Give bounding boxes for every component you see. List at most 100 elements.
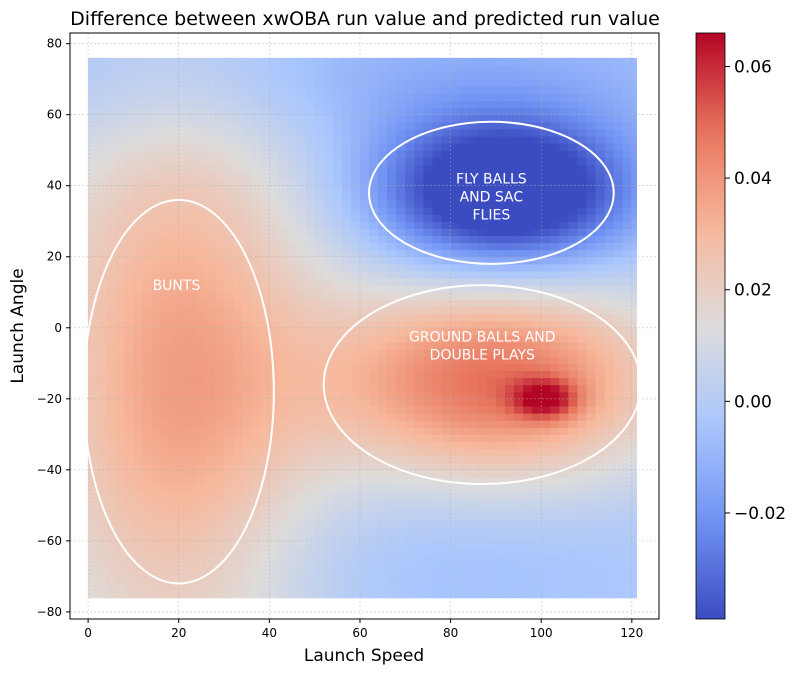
heatmap-cell	[613, 540, 624, 549]
heatmap-cell	[124, 278, 135, 286]
heatmap-cell	[251, 100, 261, 109]
heatmap-cell	[97, 135, 107, 144]
heatmap-cell	[214, 64, 225, 73]
heatmap-cell	[387, 498, 397, 506]
heatmap-cell	[269, 555, 280, 563]
heatmap-cell	[523, 455, 533, 464]
heatmap-cell	[414, 263, 424, 272]
heatmap-cell	[106, 235, 116, 244]
heatmap-cell	[106, 484, 116, 492]
heatmap-cell	[459, 199, 470, 208]
heatmap-cell	[133, 278, 144, 286]
heatmap-cell	[178, 519, 189, 528]
heatmap-cell	[432, 334, 443, 343]
heatmap-cell	[323, 107, 334, 116]
heatmap-cell	[504, 327, 515, 336]
heatmap-cell	[287, 569, 298, 577]
heatmap-cell	[504, 228, 515, 237]
heatmap-cell	[323, 192, 334, 201]
heatmap-cell	[523, 249, 533, 258]
heatmap-cell	[568, 150, 579, 158]
heatmap-cell	[260, 413, 270, 421]
heatmap-cell	[260, 555, 270, 563]
heatmap-cell	[314, 278, 325, 286]
heatmap-cell	[341, 249, 352, 258]
heatmap-cell	[97, 533, 107, 542]
heatmap-cell	[115, 398, 125, 407]
heatmap-cell	[523, 484, 533, 492]
heatmap-cell	[178, 157, 189, 165]
heatmap-cell	[523, 72, 533, 80]
heatmap-cell	[115, 57, 125, 66]
heatmap-cell	[332, 341, 343, 350]
heatmap-cell	[115, 476, 125, 485]
heatmap-cell	[568, 519, 579, 528]
heatmap-cell	[350, 299, 361, 308]
heatmap-cell	[387, 413, 397, 421]
heatmap-cell	[142, 427, 153, 435]
heatmap-cell	[106, 555, 116, 563]
heatmap-cell	[142, 135, 153, 144]
heatmap-cell	[613, 441, 624, 450]
heatmap-cell	[495, 391, 506, 400]
plot-frame	[69, 32, 660, 620]
heatmap-cell	[504, 93, 515, 102]
heatmap-cell	[504, 413, 515, 421]
heatmap-cell	[88, 455, 98, 464]
heatmap-cell	[260, 590, 270, 599]
heatmap-cell	[459, 341, 470, 350]
heatmap-cell	[486, 107, 497, 116]
annotation-label: GROUND BALLS AND	[409, 330, 556, 346]
heatmap-cell	[577, 114, 588, 123]
heatmap-cell	[350, 590, 361, 599]
heatmap-cell	[369, 349, 379, 357]
heatmap-cell	[106, 526, 116, 535]
heatmap-cell	[233, 192, 243, 201]
heatmap-cell	[269, 143, 280, 151]
heatmap-cell	[468, 420, 479, 428]
annotation-ellipse	[322, 284, 642, 486]
heatmap-cell	[631, 100, 637, 109]
heatmap-cell	[613, 405, 624, 414]
heatmap-cell	[242, 476, 252, 485]
heatmap-cell	[613, 192, 624, 201]
heatmap-cell	[459, 285, 470, 293]
heatmap-cell	[133, 555, 144, 563]
heatmap-cell	[514, 242, 524, 251]
heatmap-cell	[296, 349, 307, 357]
heatmap-cell	[115, 370, 125, 379]
heatmap-cell	[568, 349, 579, 357]
heatmap-cell	[586, 469, 597, 478]
heatmap-cell	[242, 320, 252, 329]
heatmap-cell	[187, 221, 198, 229]
heatmap-cell	[477, 334, 488, 343]
heatmap-cell	[405, 505, 415, 514]
heatmap-cell	[97, 228, 107, 237]
heatmap-cell	[97, 214, 107, 222]
heatmap-cell	[214, 469, 225, 478]
heatmap-cell	[332, 292, 343, 300]
heatmap-cell	[604, 270, 615, 279]
heatmap-cell	[541, 164, 551, 173]
heatmap-cell	[233, 299, 243, 308]
heatmap-cell	[604, 349, 615, 357]
heatmap-cell	[532, 114, 542, 123]
heatmap-cell	[260, 562, 270, 570]
heatmap-cell	[332, 469, 343, 478]
heatmap-cell	[224, 349, 234, 357]
heatmap-cell	[568, 420, 579, 428]
heatmap-cell	[586, 107, 597, 116]
heatmap-cell	[115, 128, 125, 137]
heatmap-cell	[133, 192, 144, 201]
heatmap-cell	[532, 441, 542, 450]
heatmap-cell	[278, 377, 289, 386]
heatmap-cell	[387, 107, 397, 116]
heatmap-cell	[568, 405, 579, 414]
heatmap-cell	[242, 363, 252, 371]
heatmap-cell	[242, 185, 252, 194]
heatmap-cell	[613, 363, 624, 371]
heatmap-cell	[559, 413, 569, 421]
heatmap-cell	[178, 228, 189, 237]
heatmap-cell	[178, 135, 189, 144]
heatmap-cell	[450, 356, 461, 364]
